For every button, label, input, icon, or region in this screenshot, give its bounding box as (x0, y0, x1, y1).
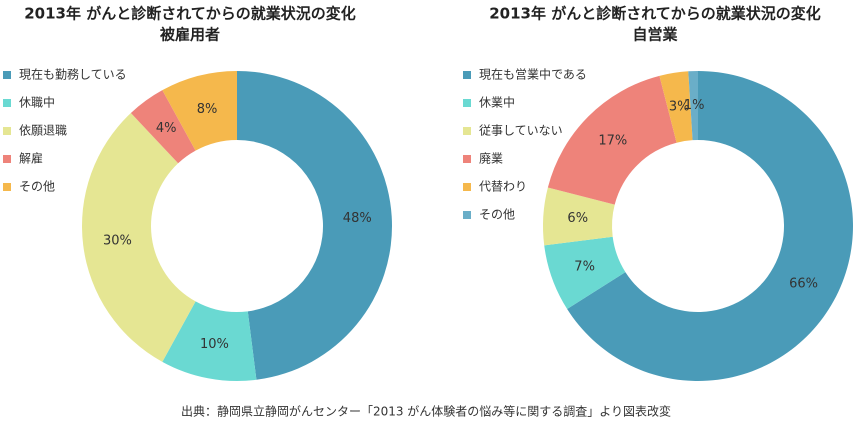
chart-subtitle: 自営業 (632, 26, 678, 44)
legend-swatch (463, 127, 471, 135)
chart-title: 2013年 がんと診断されてからの就業状況の変化 (489, 5, 821, 23)
legend-swatch (3, 155, 11, 163)
donut-slice (162, 71, 237, 151)
value-label: 30% (103, 234, 132, 249)
legend-label: その他 (19, 180, 55, 194)
legend-swatch (3, 99, 11, 107)
value-label: 10% (200, 337, 229, 352)
legend-swatch (463, 155, 471, 163)
legend-label: 廃業 (479, 151, 503, 166)
legend-swatch (463, 99, 471, 107)
value-label: 4% (156, 121, 177, 136)
value-label: 48% (343, 211, 372, 226)
legend-swatch (463, 211, 471, 219)
legend-swatch (3, 183, 11, 191)
legend-label: 休業中 (479, 95, 515, 110)
legend-label: その他 (479, 208, 515, 222)
donut-slice (237, 71, 392, 380)
legend-swatch (463, 71, 471, 79)
legend-label: 従事していない (479, 124, 563, 138)
donut-slice (544, 236, 626, 310)
donut-slice (567, 71, 853, 381)
legend-label: 現在も営業中である (479, 67, 587, 82)
chart-subtitle: 被雇用者 (160, 26, 220, 44)
legend-label: 代替わり (479, 180, 527, 194)
donut-slice (547, 75, 677, 205)
value-label: 8% (197, 102, 218, 117)
legend-swatch (463, 183, 471, 191)
value-label: 17% (598, 133, 627, 148)
legend-label: 解雇 (19, 151, 43, 166)
value-label: 66% (789, 277, 818, 292)
donut-slice (162, 301, 257, 381)
source-note: 出典：静岡県立静岡がんセンター「2013 がん体験者の悩み等に関する調査」より図… (181, 404, 671, 419)
value-label: 7% (574, 259, 595, 274)
chart-title: 2013年 がんと診断されてからの就業状況の変化 (24, 5, 356, 23)
legend-label: 現在も勤務している (19, 68, 127, 82)
donut-slice (130, 90, 196, 164)
value-label: 1% (684, 98, 705, 113)
donut-slice (543, 187, 615, 246)
donut-slice (659, 71, 693, 143)
donut-slice (688, 71, 698, 141)
value-label: 3% (669, 99, 690, 114)
legend-swatch (3, 127, 11, 135)
value-label: 6% (567, 211, 588, 226)
legend-label: 依願退職 (19, 123, 67, 138)
donut-slice (81, 113, 196, 362)
legend-label: 休職中 (19, 95, 55, 110)
legend-swatch (3, 71, 11, 79)
